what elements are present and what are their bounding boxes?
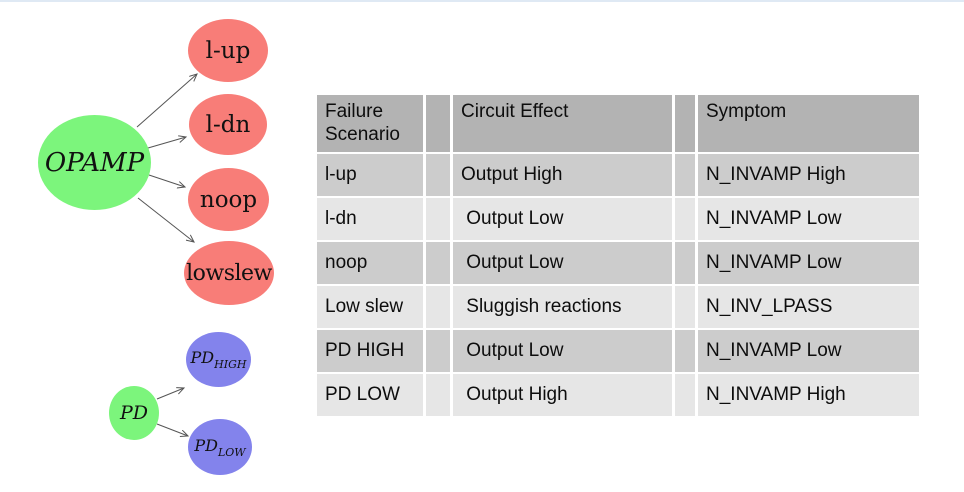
cell-symptom: N_INV_LPASS: [706, 296, 833, 318]
cell-symptom: N_INVAMP Low: [706, 208, 842, 230]
table-row: l-dn Output Low N_INVAMP Low: [317, 198, 919, 240]
cell-spacer: [675, 154, 695, 196]
cell-scenario: l-up: [325, 164, 357, 186]
cell-symptom: N_INVAMP High: [706, 384, 846, 406]
table-row: noop Output Low N_INVAMP Low: [317, 242, 919, 284]
pdhigh-base-text: PD: [190, 348, 215, 367]
cell-effect: Output High: [461, 164, 563, 186]
pdlow-subscript-text: LOW: [217, 445, 246, 459]
header-spacer-1: [426, 95, 450, 152]
ldn-failure-node: l-dn: [189, 94, 267, 155]
cell-symptom: N_INVAMP Low: [706, 252, 842, 274]
cell-scenario: PD LOW: [325, 384, 400, 406]
cell-spacer: [675, 330, 695, 372]
table-row: l-up Output High N_INVAMP High: [317, 154, 919, 196]
pdlow-node: PDLOW: [188, 419, 252, 475]
cell-symptom: N_INVAMP High: [706, 164, 846, 186]
edge-opamp-lup: [136, 74, 197, 128]
edge-pd-pdlow: [156, 423, 188, 436]
pdhigh-subscript-text: HIGH: [214, 358, 247, 371]
pd-root-node: PD: [109, 386, 159, 440]
cell-spacer: [675, 374, 695, 416]
lup-failure-node: l-up: [188, 19, 268, 82]
table-row: PD HIGH Output Low N_INVAMP Low: [317, 330, 919, 372]
failure-symptom-table: Failure Scenario Circuit Effect Symptom …: [314, 93, 922, 418]
cell-spacer: [426, 242, 450, 284]
ldn-node-label: l-dn: [205, 111, 251, 138]
edge-pd-pdhigh: [156, 388, 184, 400]
noop-failure-node: noop: [188, 168, 269, 231]
cell-spacer: [426, 286, 450, 328]
pdlow-node-label: PDLOW: [194, 436, 245, 459]
table-row: Low slew Sluggish reactions N_INV_LPASS: [317, 286, 919, 328]
pdlow-base-text: PD: [194, 435, 218, 455]
cell-spacer: [426, 330, 450, 372]
cell-spacer: [426, 374, 450, 416]
cell-scenario: noop: [325, 252, 368, 274]
cell-effect: Sluggish reactions: [461, 296, 622, 318]
header-circuit-effect: Circuit Effect: [461, 101, 569, 122]
edge-opamp-ldn: [147, 137, 186, 149]
cell-spacer: [426, 198, 450, 240]
opamp-node-label: OPAMP: [44, 147, 145, 178]
header-spacer-2: [675, 95, 695, 152]
edge-opamp-noop: [148, 174, 185, 187]
header-symptom: Symptom: [706, 101, 787, 122]
slide-top-border: [0, 0, 964, 2]
table-row: PD LOW Output High N_INVAMP High: [317, 374, 919, 416]
cell-effect: Output Low: [461, 252, 564, 274]
cell-spacer: [426, 154, 450, 196]
header-failure-scenario: Failure Scenario: [325, 101, 400, 146]
lowslew-failure-node: lowslew: [184, 241, 274, 305]
cell-spacer: [675, 286, 695, 328]
cell-symptom: N_INVAMP Low: [706, 340, 842, 362]
cell-effect: Output Low: [461, 340, 564, 362]
cell-scenario: PD HIGH: [325, 340, 405, 362]
cell-effect: Output Low: [461, 208, 564, 230]
noop-node-label: noop: [199, 186, 258, 213]
edge-opamp-lowslew: [137, 197, 194, 242]
cell-spacer: [675, 198, 695, 240]
lowslew-node-label: lowslew: [186, 260, 272, 286]
pdhigh-node-label: PDHIGH: [191, 348, 247, 371]
table-header-row: Failure Scenario Circuit Effect Symptom: [317, 95, 919, 152]
opamp-root-node: OPAMP: [38, 115, 151, 210]
pd-node-label: PD: [119, 402, 149, 424]
lup-node-label: l-up: [205, 37, 251, 64]
cell-scenario: Low slew: [325, 296, 404, 318]
cell-scenario: l-dn: [325, 208, 357, 230]
pdhigh-node: PDHIGH: [186, 332, 251, 387]
cell-spacer: [675, 242, 695, 284]
cell-effect: Output High: [461, 384, 568, 406]
